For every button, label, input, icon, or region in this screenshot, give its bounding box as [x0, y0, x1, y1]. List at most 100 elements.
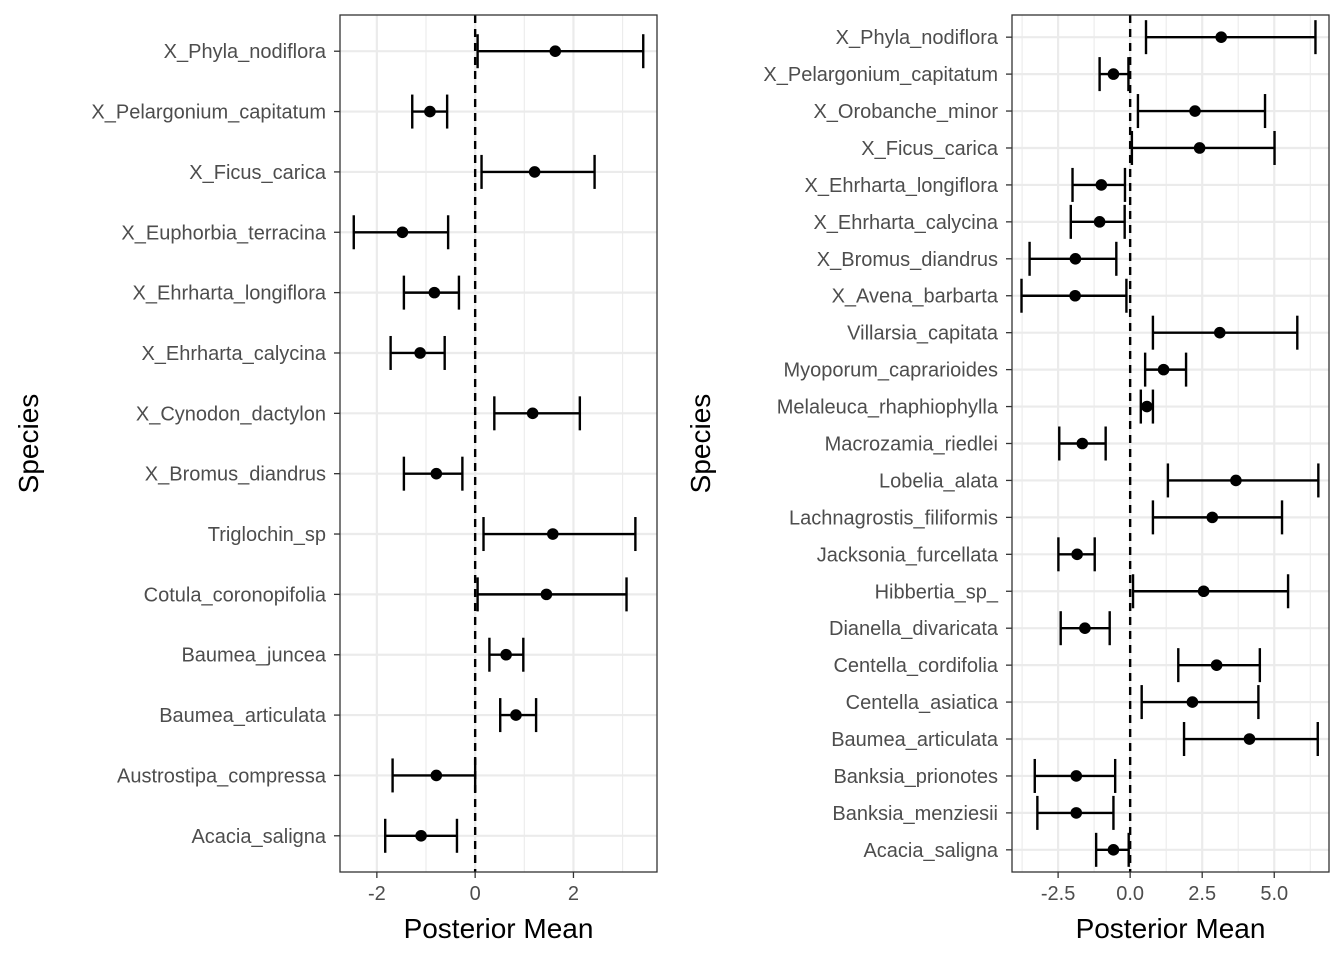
posterior-mean-point — [415, 829, 427, 842]
posterior-mean-point — [1076, 437, 1089, 450]
data-point-group — [1166, 463, 1320, 498]
posterior-mean-point — [500, 648, 512, 661]
y-tick-label-species: Baumea_juncea — [181, 645, 326, 667]
posterior-mean-point — [1141, 400, 1153, 413]
data-point-group — [1182, 722, 1319, 757]
posterior-mean-point — [1189, 105, 1201, 117]
data-point-group — [352, 215, 450, 250]
y-tick-label-species: X_Pelargonium_capitatum — [763, 64, 998, 86]
posterior-mean-point — [1070, 770, 1083, 782]
posterior-mean-point — [1093, 216, 1106, 228]
posterior-mean-point — [1071, 548, 1083, 561]
y-tick-label-species: X_Bromus_diandrus — [817, 249, 998, 271]
data-point-group — [1098, 57, 1130, 92]
data-point-group — [482, 517, 637, 552]
posterior-mean-point — [1069, 253, 1082, 265]
y-tick-label-species: Austrostipa_compressa — [117, 765, 327, 787]
posterior-mean-point — [396, 226, 409, 239]
y-tick-label-species: X_Pelargonium_capitatum — [91, 102, 326, 124]
y-tick-label-species: Lachnagrostis_filiformis — [789, 507, 998, 529]
y-tick-label-species: Melaleuca_rhaphiophylla — [777, 397, 999, 419]
y-tick-label-species: X_Ehrharta_longiflora — [805, 175, 999, 197]
data-point-group — [384, 818, 459, 853]
posterior-mean-point — [510, 709, 522, 721]
posterior-mean-point — [547, 528, 559, 540]
posterior-mean-point — [1079, 622, 1091, 634]
x-tick-label: 5.0 — [1260, 883, 1288, 905]
y-tick-label-species: X_Orobanche_minor — [813, 101, 998, 123]
y-tick-label-species: X_Ficus_carica — [861, 138, 999, 160]
posterior-mean-point — [1243, 733, 1256, 745]
posterior-mean-point — [1095, 179, 1108, 191]
left-forest-plot-panel: X_Phyla_nodiflora X_Pelargonium_capitatum… — [13, 14, 658, 944]
posterior-mean-point — [526, 407, 539, 420]
y-axis-title: Species — [685, 394, 716, 494]
y-tick-label-species: Baumea_articulata — [159, 705, 327, 727]
x-axis-title: Posterior Mean — [1076, 913, 1266, 944]
posterior-mean-point — [1210, 659, 1223, 671]
y-tick-label-species: Banksia_prionotes — [833, 766, 998, 788]
posterior-mean-point — [1107, 844, 1120, 856]
panel-border — [339, 14, 658, 873]
y-tick-label-species: Banksia_menziesii — [832, 803, 998, 825]
posterior-mean-point — [414, 347, 426, 359]
data-point-group — [1140, 685, 1260, 720]
data-point-group — [480, 154, 596, 189]
y-tick-label-species: X_Ficus_carica — [189, 162, 327, 184]
posterior-mean-point — [528, 166, 541, 178]
y-tick-label-species: X_Euphorbia_terracina — [121, 222, 326, 244]
posterior-mean-point — [1213, 326, 1226, 339]
data-point-group — [1139, 389, 1155, 424]
x-tick-label: 2.5 — [1188, 883, 1216, 905]
right-forest-plot-panel: X_Phyla_nodiflora X_Pelargonium_capitatum… — [685, 14, 1330, 944]
data-point-group — [1177, 648, 1262, 683]
data-point-group — [499, 698, 538, 733]
y-tick-label-species: X_Phyla_nodiflora — [836, 27, 999, 49]
y-tick-label-species: Cotula_coronopifolia — [144, 584, 327, 606]
posterior-mean-point — [1070, 807, 1083, 819]
data-point-group — [411, 94, 449, 129]
posterior-mean-point — [1215, 31, 1228, 43]
y-tick-label-species: Triglochin_sp — [208, 524, 326, 546]
data-point-group — [1058, 426, 1107, 461]
y-tick-label-species: X_Phyla_nodiflora — [164, 41, 327, 63]
posterior-mean-point — [1206, 511, 1219, 524]
posterior-mean-point — [1197, 585, 1210, 598]
posterior-mean-point — [1157, 363, 1170, 376]
posterior-mean-point — [1193, 142, 1206, 154]
y-tick-label-species: Villarsia_capitata — [847, 323, 999, 345]
posterior-mean-point — [540, 588, 553, 601]
data-point-group — [1033, 758, 1117, 793]
y-tick-label-species: Macrozamia_riedlei — [825, 434, 998, 456]
x-tick-label: 2 — [568, 883, 579, 905]
data-point-group — [1136, 94, 1267, 129]
data-point-group — [1069, 204, 1126, 239]
data-point-group — [1130, 130, 1276, 165]
posterior-mean-point — [424, 105, 436, 118]
y-tick-label-species: Myoporum_caprarioides — [783, 360, 998, 382]
data-point-group — [476, 577, 628, 612]
posterior-mean-point — [1230, 474, 1242, 487]
y-tick-label-species: Lobelia_alata — [879, 470, 999, 492]
posterior-mean-point — [1186, 696, 1199, 708]
y-tick-label-species: X_Avena_barbarta — [832, 286, 999, 308]
data-point-group — [1020, 278, 1128, 313]
data-point-group — [488, 637, 525, 672]
posterior-mean-point — [1069, 289, 1081, 302]
data-point-group — [1059, 611, 1111, 646]
x-tick-label: 0 — [470, 883, 481, 905]
data-point-group — [1151, 315, 1299, 350]
y-tick-label-species: Acacia_saligna — [863, 840, 998, 862]
y-tick-label-species: Baumea_articulata — [831, 729, 999, 751]
y-tick-label-species: Centella_asiatica — [846, 692, 999, 714]
posterior-mean-point — [549, 45, 562, 58]
y-tick-label-species: X_Ehrharta_longiflora — [133, 283, 327, 305]
data-point-group — [1057, 537, 1096, 572]
data-point-group — [1094, 832, 1130, 867]
data-point-group — [1036, 795, 1115, 830]
data-point-group — [1151, 500, 1284, 535]
data-point-group — [1131, 574, 1290, 609]
y-tick-label-species: Acacia_saligna — [191, 826, 326, 848]
data-point-group — [402, 275, 461, 310]
